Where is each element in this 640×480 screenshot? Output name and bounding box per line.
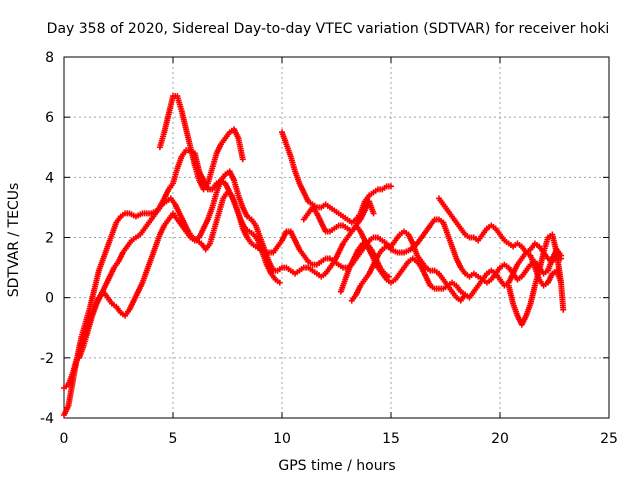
- x-tick-label: 10: [273, 431, 291, 447]
- data-point: [370, 210, 377, 217]
- x-tick-label: 15: [382, 431, 400, 447]
- y-tick-label: 2: [45, 231, 54, 247]
- data-markers: [61, 93, 567, 418]
- y-tick-label: -4: [40, 411, 54, 427]
- y-tick-label: -2: [40, 351, 54, 367]
- grid-lines: [64, 57, 609, 418]
- series-track-8: [156, 93, 246, 193]
- chart-title: Day 358 of 2020, Sidereal Day-to-day VTE…: [47, 21, 610, 37]
- x-tick-label: 5: [169, 431, 178, 447]
- axis-ticks: [63, 56, 610, 419]
- series-track-5: [300, 198, 377, 235]
- data-point: [385, 273, 392, 280]
- y-tick-label: 8: [45, 50, 54, 66]
- series-track-3: [76, 189, 283, 361]
- y-tick-label: 0: [45, 291, 54, 307]
- y-tick-label: 4: [45, 170, 54, 186]
- data-point: [560, 306, 567, 313]
- x-tick-label: 25: [600, 431, 618, 447]
- series-track-7: [348, 228, 469, 304]
- data-point: [276, 279, 283, 286]
- data-point: [462, 291, 469, 298]
- x-tick-label: 20: [491, 431, 509, 447]
- data-point: [388, 183, 394, 190]
- y-tick-label: 6: [45, 110, 54, 126]
- series-track-4: [279, 129, 394, 226]
- series-track-9: [435, 195, 565, 265]
- data-point: [239, 156, 246, 163]
- x-axis-label: GPS time / hours: [278, 458, 395, 474]
- tick-labels: 0 5 10 15 20 25 -4 -2 0 2 4 6 8: [40, 50, 618, 447]
- y-axis-label: SDTVAR / TECUs: [6, 183, 22, 298]
- series-track-10: [505, 231, 567, 328]
- x-tick-label: 0: [60, 431, 69, 447]
